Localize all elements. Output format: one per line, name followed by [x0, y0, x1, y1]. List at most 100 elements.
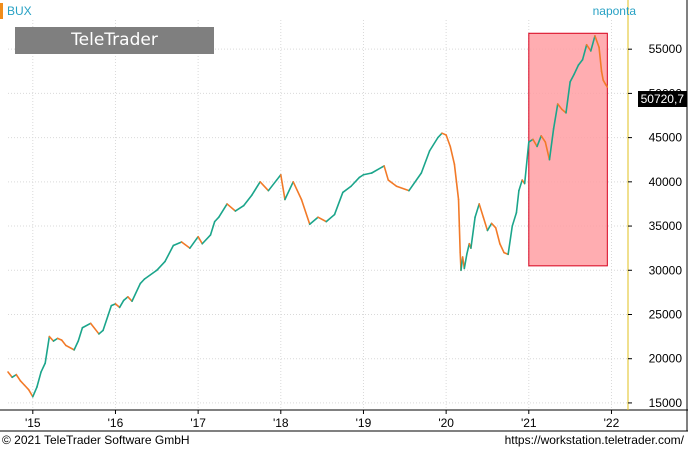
series-segment	[470, 216, 476, 249]
series-segment	[589, 35, 596, 52]
series-segment	[284, 181, 295, 201]
series-segment	[428, 136, 439, 152]
series-segment	[474, 203, 481, 219]
series-segment	[585, 43, 592, 52]
series-segment	[465, 242, 471, 256]
logo-text: TeleTrader	[71, 30, 158, 50]
x-tick-label: '17	[190, 416, 206, 430]
series-segment	[325, 213, 336, 223]
series-segment	[31, 386, 38, 398]
series-segment	[131, 282, 142, 303]
series-segment	[122, 296, 129, 302]
series-segment	[383, 165, 390, 181]
series-segment	[48, 335, 55, 342]
chart-price-series	[7, 35, 609, 398]
series-segment	[536, 135, 543, 148]
y-tick-label: 25000	[649, 307, 683, 321]
series-segment	[482, 216, 489, 232]
interval-label[interactable]: naponta	[592, 4, 636, 18]
x-tick-label: '19	[356, 416, 372, 430]
series-segment	[23, 384, 30, 391]
series-segment	[300, 198, 311, 226]
series-segment	[279, 173, 286, 201]
last-value-badge: 50720,7	[637, 91, 687, 107]
logo-bold-text: WorkStation	[54, 57, 175, 77]
series-segment	[164, 244, 175, 263]
series-segment	[556, 103, 563, 111]
series-segment	[180, 241, 191, 249]
series-segment	[598, 46, 603, 73]
series-segment	[600, 70, 605, 81]
teletrader-logo: TeleTrader WorkStation	[15, 27, 214, 77]
symbol-label: BUX	[0, 1, 32, 21]
series-segment	[60, 339, 67, 347]
series-segment	[118, 299, 125, 309]
series-segment	[197, 235, 204, 245]
x-tick-label: '20	[438, 416, 454, 430]
series-segment	[333, 191, 344, 216]
y-tick-label: 55000	[649, 42, 683, 56]
series-segment	[139, 278, 146, 285]
series-segment	[15, 373, 22, 382]
series-segment	[387, 179, 398, 188]
series-segment	[317, 216, 328, 223]
series-segment	[463, 253, 468, 270]
series-segment	[65, 344, 75, 351]
series-segment	[40, 362, 47, 373]
series-segment	[201, 234, 212, 245]
y-tick-label: 35000	[649, 219, 683, 233]
series-segment	[453, 163, 460, 201]
series-segment	[7, 371, 13, 379]
series-segment	[395, 185, 410, 192]
series-segment	[36, 371, 42, 388]
series-segment	[341, 185, 352, 194]
series-segment	[370, 165, 385, 174]
series-segment	[581, 43, 588, 61]
symbol-color-marker	[0, 3, 3, 19]
series-segment	[457, 198, 461, 254]
series-segment	[213, 216, 220, 223]
series-segment	[565, 81, 571, 114]
series-segment	[527, 138, 534, 143]
series-segment	[73, 340, 80, 351]
series-segment	[523, 141, 530, 185]
series-segment	[218, 203, 228, 219]
y-tick-label: 45000	[649, 131, 683, 145]
x-tick-label: '21	[521, 416, 537, 430]
series-segment	[518, 179, 523, 192]
series-segment	[358, 173, 365, 179]
series-segment	[420, 150, 431, 174]
series-segment	[540, 135, 547, 143]
symbol-name: BUX	[7, 4, 32, 18]
series-segment	[515, 189, 520, 214]
series-segment	[234, 204, 245, 212]
copyright-text: © 2021 TeleTrader Software GmbH	[2, 433, 190, 447]
series-segment	[292, 181, 303, 201]
series-segment	[209, 220, 216, 236]
series-segment	[27, 388, 34, 398]
series-segment	[445, 134, 452, 148]
x-tick-label: '15	[25, 416, 41, 430]
series-segment	[114, 303, 121, 309]
series-segment	[251, 181, 261, 196]
series-segment	[189, 235, 199, 249]
series-segment	[350, 176, 361, 188]
series-segment	[89, 322, 100, 335]
series-segment	[52, 337, 59, 342]
series-segment	[127, 296, 133, 303]
highlight-box	[528, 32, 608, 267]
series-segment	[242, 194, 253, 207]
series-segment	[408, 172, 423, 192]
chart-axes	[0, 0, 688, 432]
series-segment	[544, 141, 551, 161]
y-tick-label: 20000	[649, 352, 683, 366]
source-url[interactable]: https://workstation.teletrader.com/	[504, 433, 684, 447]
series-segment	[478, 203, 485, 219]
series-segment	[532, 138, 538, 148]
series-segment	[102, 304, 113, 332]
series-segment	[548, 127, 555, 161]
series-segment	[577, 58, 584, 66]
series-segment	[308, 216, 319, 226]
y-tick-label: 30000	[649, 263, 683, 277]
